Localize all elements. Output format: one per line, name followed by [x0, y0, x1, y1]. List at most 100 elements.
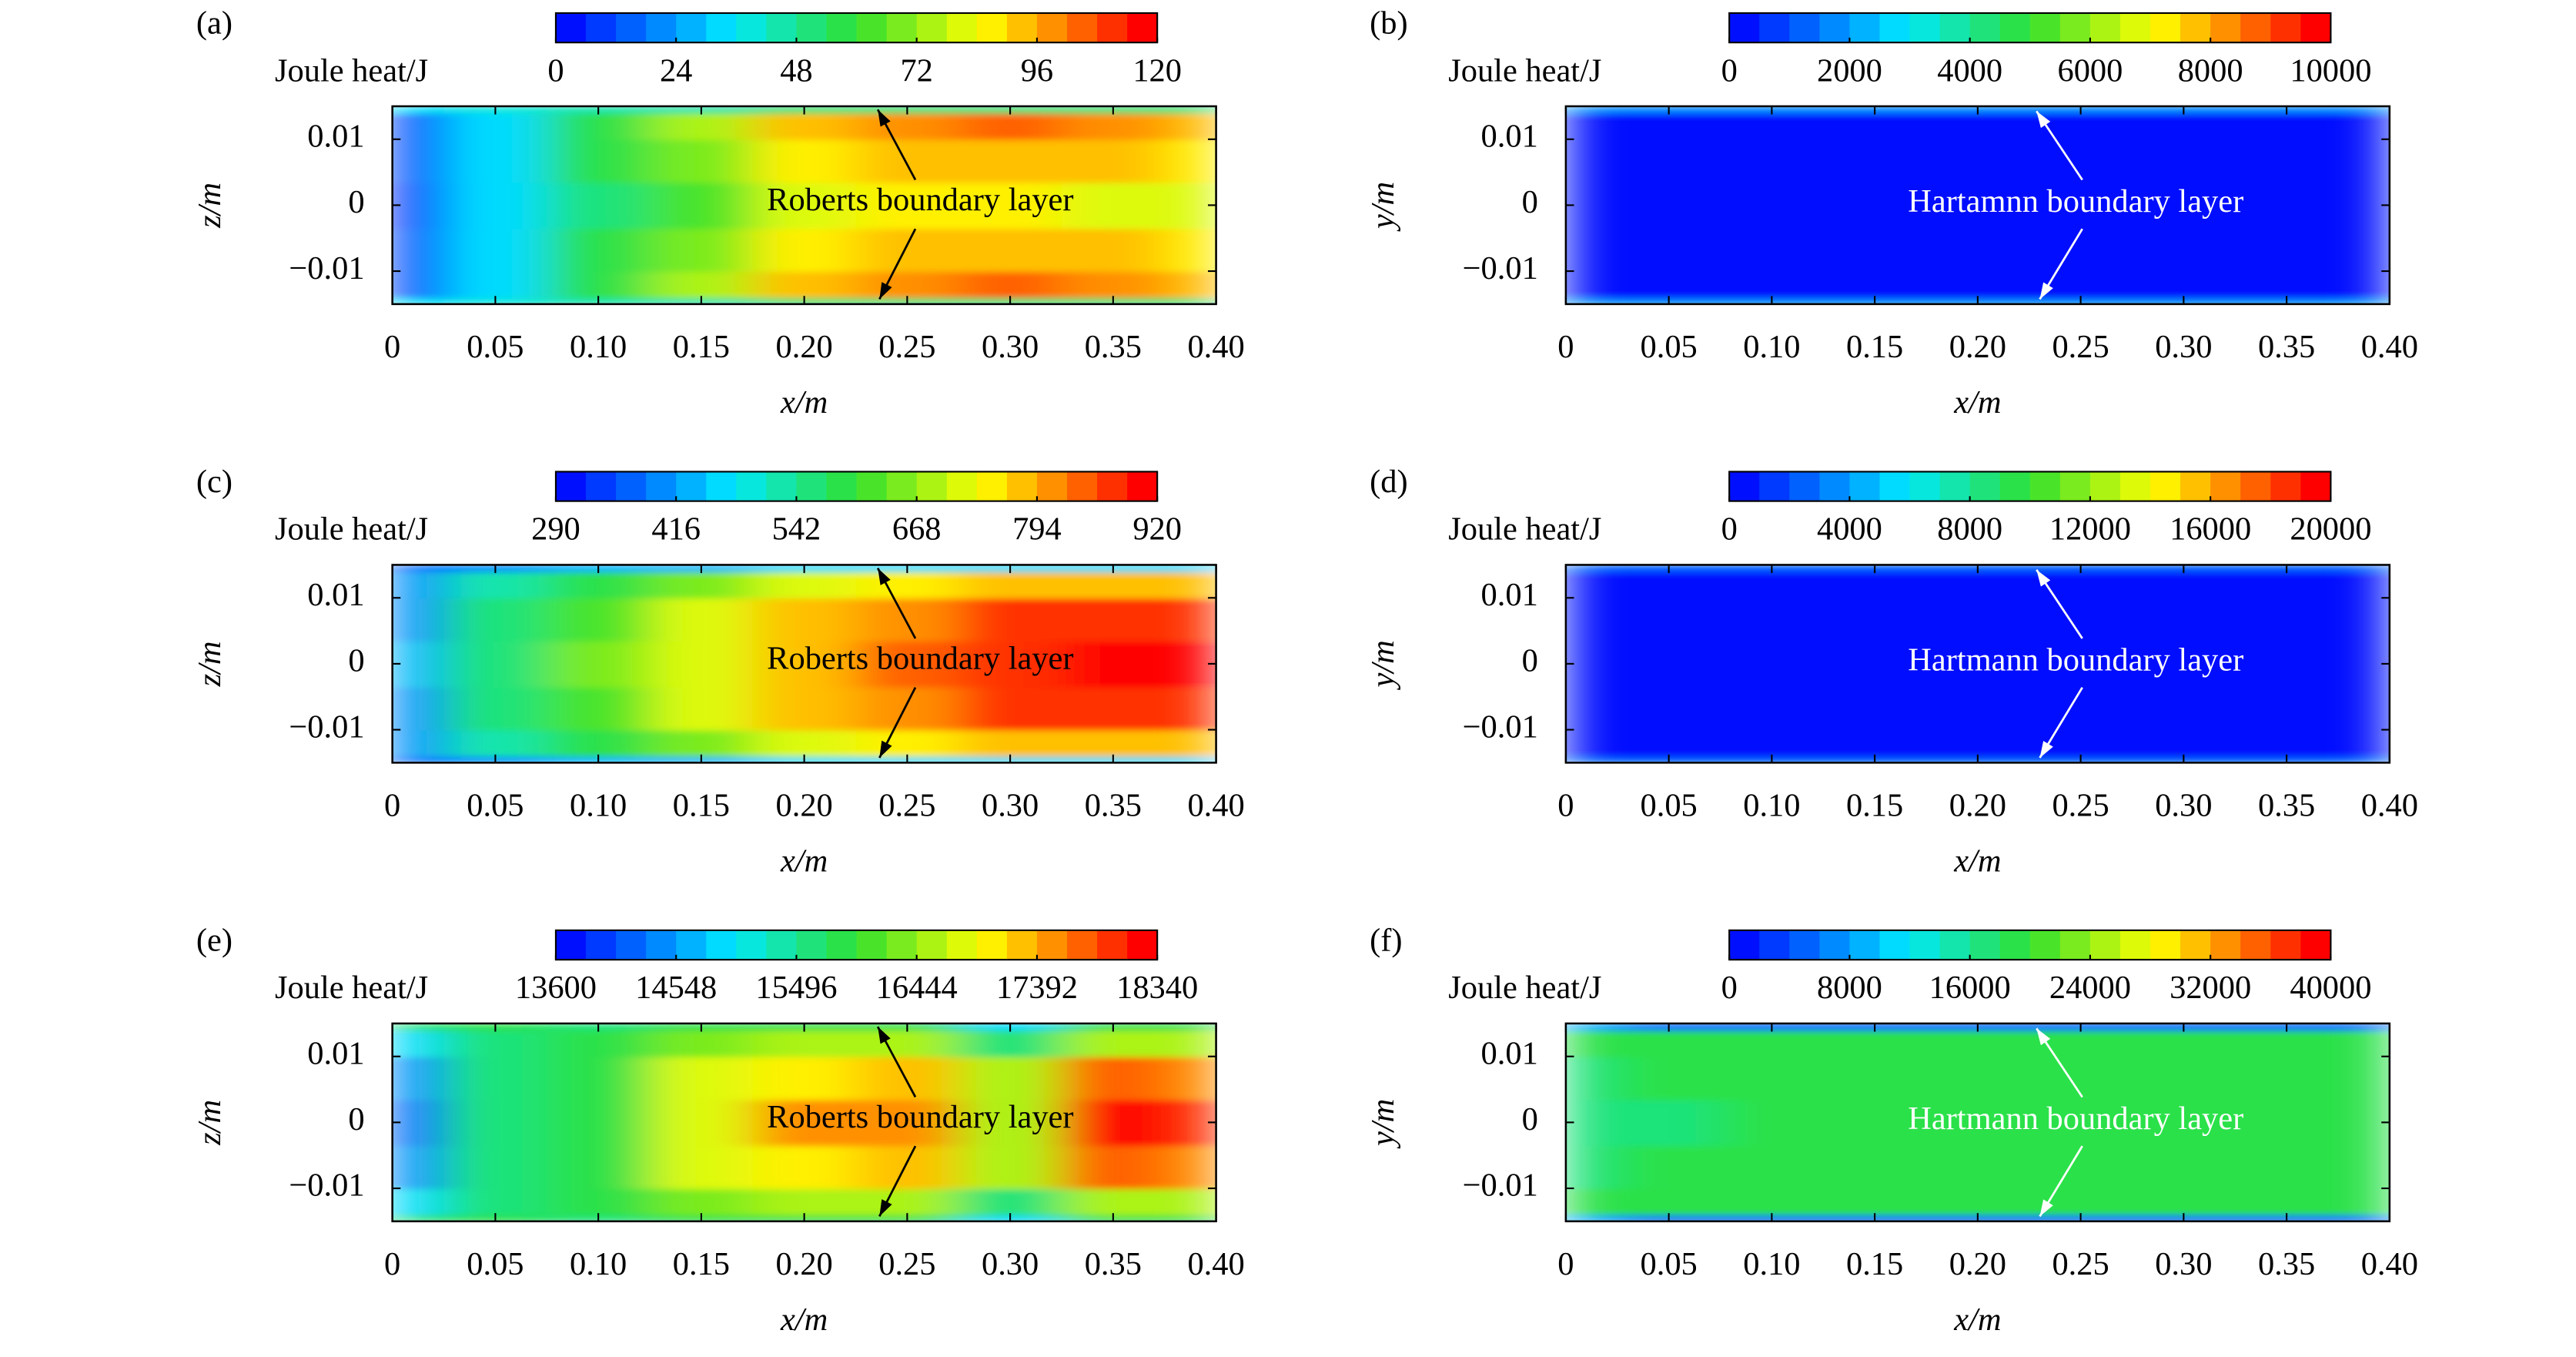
contour-cell	[752, 729, 857, 757]
y-axis-label: y/m	[1365, 1099, 1401, 1149]
colorbar-swatch	[586, 12, 617, 43]
contour-cell	[1823, 598, 1928, 642]
contour-cell	[1823, 1145, 1928, 1190]
y-tick-label: 0.01	[307, 119, 364, 155]
contour-cell	[1061, 1145, 1166, 1190]
x-tick-label: 0	[384, 788, 400, 824]
contour-cell	[443, 571, 548, 599]
contour-cell	[1720, 271, 1825, 299]
y-tick-label: 0	[348, 184, 364, 220]
contour-cell	[650, 1056, 754, 1101]
x-tick-label: 0.40	[2361, 788, 2418, 824]
contour-cell	[1061, 228, 1166, 273]
colorbar-swatch	[2059, 12, 2091, 43]
contour-cell	[752, 1145, 857, 1190]
contour-cell	[2235, 139, 2340, 183]
colorbar-swatch	[706, 12, 737, 43]
contour-cell	[1565, 640, 1618, 688]
colorbar-swatch	[2300, 12, 2332, 43]
colorbar-swatch	[2119, 471, 2151, 501]
contour-cell	[1164, 756, 1216, 763]
x-tick-label: 0.25	[2052, 788, 2109, 824]
colorbar-swatch	[2029, 12, 2061, 43]
colorbar-swatch	[1066, 471, 1098, 501]
x-tick-label: 0	[1557, 788, 1574, 824]
field	[392, 106, 1216, 304]
x-tick-label: 0.20	[775, 1246, 832, 1282]
contour-cell	[2029, 640, 2133, 688]
colorbar-tick-label: 15496	[755, 970, 837, 1006]
contour-cell	[1823, 139, 1928, 183]
colorbar-swatch	[1066, 12, 1098, 43]
colorbar-swatch	[1939, 930, 1971, 960]
panel-label: (e)	[196, 923, 233, 959]
contour-cell	[392, 1188, 445, 1216]
contour-cell	[1925, 271, 2030, 299]
contour-cell	[1617, 182, 1721, 230]
colorbar-swatch	[1729, 471, 1760, 501]
contour-cell	[2132, 139, 2236, 183]
annotation: Roberts boundary layer	[767, 1099, 1073, 1135]
colorbar-label: Joule heat/J	[1448, 511, 1601, 548]
x-tick-label: 0.35	[1085, 329, 1142, 365]
contour-cell	[443, 271, 548, 299]
contour-cell	[1823, 112, 1928, 140]
colorbar-swatch	[976, 12, 1008, 43]
y-tick-label: 0.01	[307, 577, 364, 613]
colorbar-swatch	[646, 930, 677, 960]
x-tick-label: 0.20	[1949, 788, 2006, 824]
x-tick-label: 0.30	[2155, 1246, 2212, 1282]
contour-cell	[650, 1030, 754, 1057]
contour-cell	[1617, 571, 1721, 599]
contour-cell	[1565, 139, 1618, 183]
contour-cell	[1061, 1030, 1166, 1057]
colorbar-swatch	[1006, 930, 1038, 960]
contour-cell	[547, 686, 651, 731]
contour-cell	[2235, 1145, 2340, 1190]
y-axis-label: y/m	[1365, 182, 1401, 232]
contour-cell	[958, 1099, 1063, 1147]
x-tick-label: 0	[1557, 1246, 1574, 1282]
contour-cell	[1617, 598, 1721, 642]
colorbar-swatch	[1036, 12, 1068, 43]
contour-cell	[1164, 571, 1216, 599]
contour-cell	[1565, 112, 1618, 140]
contour-cell	[1565, 729, 1618, 757]
contour-cell	[547, 182, 651, 230]
contour-cell	[547, 139, 651, 183]
contour-cell	[392, 598, 445, 642]
contour-cell	[2235, 571, 2340, 599]
contour-cell	[958, 571, 1063, 599]
x-tick-label: 0.05	[467, 1246, 524, 1282]
contour-cell	[1565, 756, 1618, 763]
colorbar-swatch	[586, 471, 617, 501]
contour-cell	[1565, 182, 1618, 230]
colorbar-tick-label: 17392	[996, 970, 1078, 1006]
contour-cell	[1164, 598, 1216, 642]
contour-cell	[1617, 686, 1721, 731]
colorbar-swatch	[2180, 12, 2211, 43]
contour-cell	[1617, 112, 1721, 140]
contour-cell	[1061, 182, 1166, 230]
colorbar-tick-label: 48	[780, 52, 812, 89]
contour-cell	[1061, 112, 1166, 140]
contour-cell	[1565, 1215, 1618, 1221]
contour-cell	[2029, 1030, 2133, 1057]
contour-cell	[1720, 571, 1825, 599]
colorbar-swatch	[2270, 930, 2301, 960]
arrow-head	[2036, 1028, 2051, 1046]
contour-cell	[752, 139, 857, 183]
arrow-head	[2036, 111, 2051, 129]
colorbar-swatch	[1759, 471, 1790, 501]
colorbar-swatch	[916, 12, 948, 43]
contour-cell	[2235, 112, 2340, 140]
contour-cell	[1823, 686, 1928, 731]
arrow-head	[878, 1027, 891, 1044]
contour-cell	[443, 228, 548, 273]
arrow-head	[879, 282, 892, 300]
contour-cell	[547, 228, 651, 273]
x-tick-label: 0.25	[2052, 1246, 2109, 1282]
x-tick-label: 0.15	[673, 788, 730, 824]
colorbar-tick-label: 6000	[2057, 52, 2123, 89]
contour-cell	[2132, 1056, 2236, 1101]
